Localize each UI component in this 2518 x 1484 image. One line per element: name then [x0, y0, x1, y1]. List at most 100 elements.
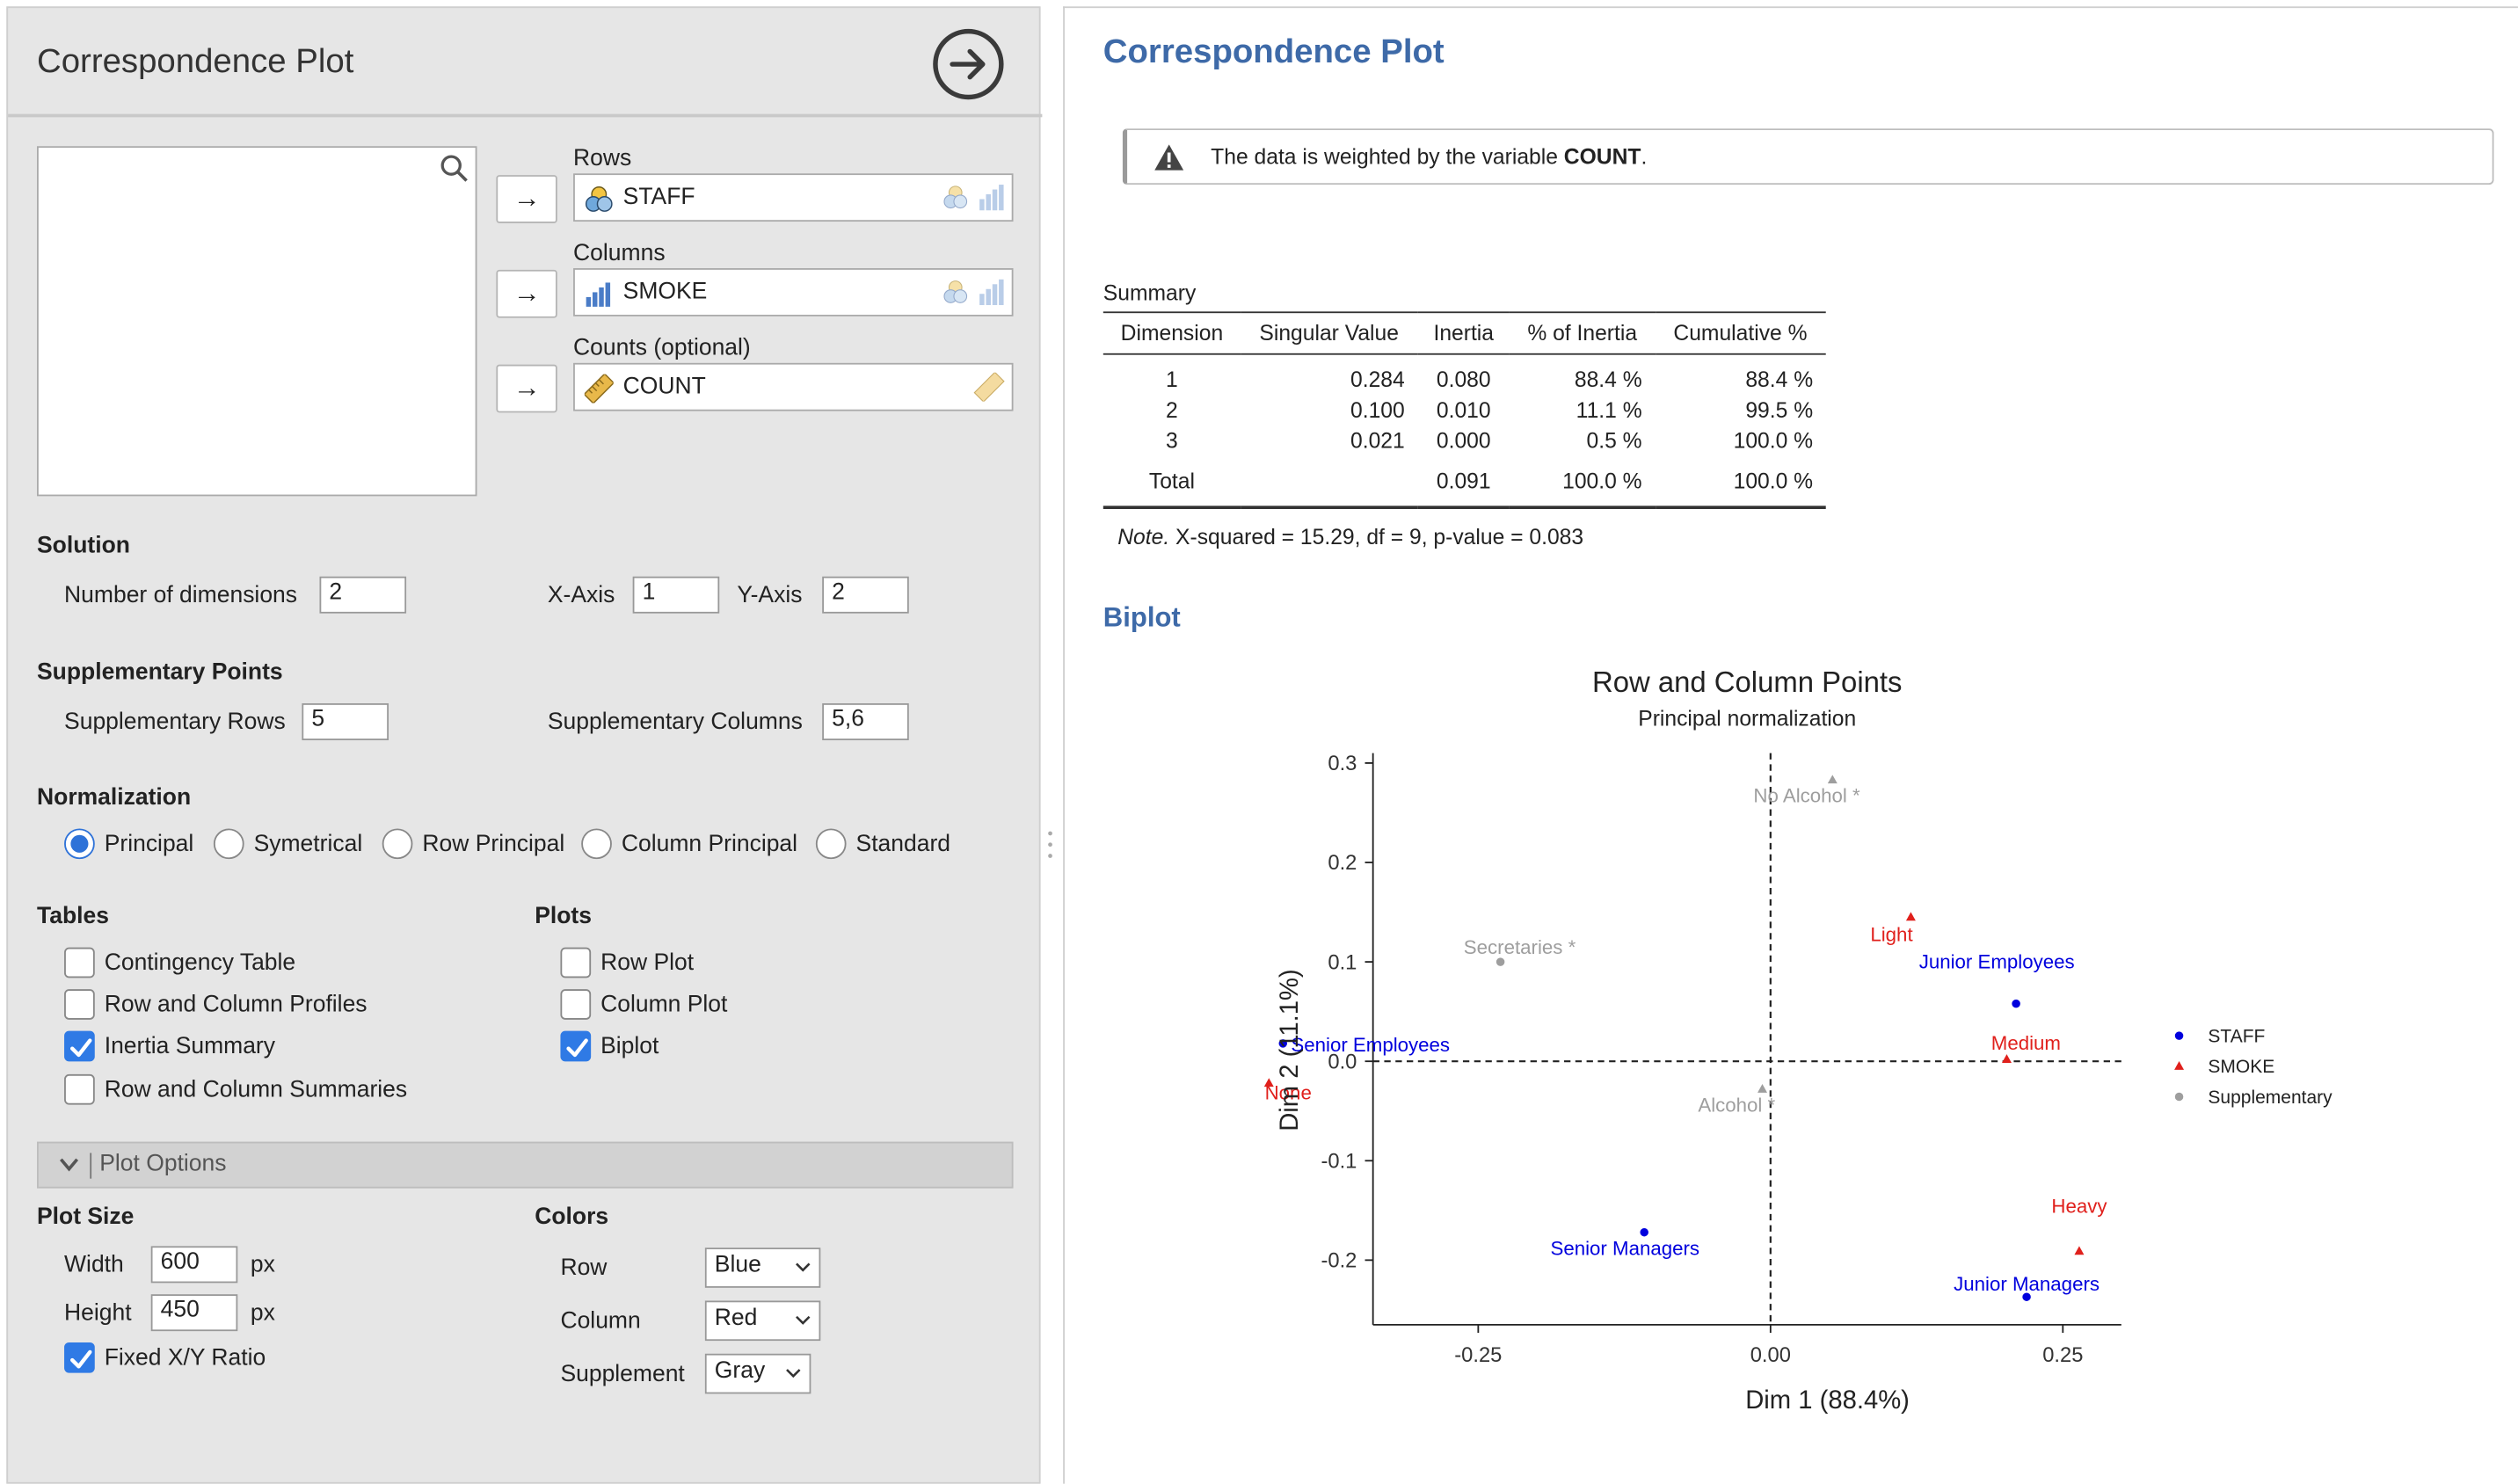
rows-field[interactable]: STAFF [573, 173, 1014, 222]
checkmark-icon [70, 1038, 92, 1058]
y-tick-label: 0.3 [1328, 753, 1357, 775]
checkmark-icon [70, 1349, 92, 1369]
height-input[interactable]: 450 [150, 1294, 238, 1332]
summary-caption: Summary [1103, 280, 1197, 306]
radio-standard[interactable] [815, 828, 847, 860]
data-point [2022, 1292, 2031, 1301]
xaxis-label: X-Axis [547, 583, 615, 609]
notice-variable: COUNT [1563, 144, 1641, 169]
table-cell: 1 [1166, 367, 1178, 392]
columns-field[interactable]: SMOKE [573, 268, 1014, 316]
rows-variable-name: STAFF [622, 185, 695, 211]
supplementary-columns-input[interactable]: 5,6 [822, 703, 909, 741]
y-axis-label: Dim 2 (11.1%) [1276, 969, 1304, 1131]
table-row: 2 0.100 0.010 11.1 % 99.5 % [1103, 395, 1826, 426]
data-point [1758, 1084, 1768, 1093]
y-tick-label: -0.2 [1321, 1250, 1357, 1273]
note-text: X-squared = 15.29, df = 9, p-value = 0.0… [1169, 525, 1584, 549]
biplot-label: Biplot [600, 1034, 659, 1060]
table-cell: 100.0 % [1510, 455, 1656, 510]
notice-prefix: The data is weighted by the variable [1211, 144, 1564, 169]
table-note: Note. X-squared = 15.29, df = 9, p-value… [1117, 525, 1583, 549]
supplementary-columns-label: Supplementary Columns [547, 709, 803, 736]
counts-variable-name: COUNT [622, 374, 706, 400]
chart-subtitle: Principal normalization [1638, 708, 1856, 731]
radio-column-principal[interactable] [581, 828, 612, 860]
checkbox-row-column-summaries[interactable] [64, 1073, 95, 1105]
search-icon[interactable] [440, 154, 469, 183]
chevron-down-icon [786, 1369, 801, 1379]
width-label: Width [64, 1252, 124, 1278]
move-to-columns-button[interactable]: → [496, 269, 557, 318]
x-tick-label: -0.25 [1454, 1344, 1502, 1367]
checkbox-contingency-table[interactable] [64, 947, 95, 978]
move-to-rows-button[interactable]: → [496, 175, 557, 223]
plot-size-heading: Plot Size [37, 1204, 135, 1231]
y-tick-label: 0.2 [1328, 852, 1357, 875]
data-point [1278, 1039, 1288, 1048]
radio-row-principal-label: Row Principal [422, 832, 565, 858]
column-color-select[interactable]: Red [704, 1300, 821, 1342]
radio-standard-label: Standard [855, 832, 951, 858]
summary-table: Dimension Singular Value Inertia % of In… [1103, 311, 1826, 510]
variable-list[interactable] [37, 146, 477, 497]
point-label: Secretaries * [1464, 936, 1576, 958]
legend-marker [2174, 1092, 2184, 1102]
point-label: No Alcohol * [1753, 785, 1860, 807]
checkbox-inertia-summary[interactable] [64, 1030, 95, 1062]
checkbox-row-column-profiles[interactable] [64, 989, 95, 1020]
column-header: Dimension [1103, 311, 1241, 355]
chart-title: Row and Column Points [1592, 666, 1903, 698]
supplement-color-value: Gray [714, 1358, 766, 1385]
checkbox-column-plot[interactable] [560, 989, 592, 1020]
move-to-counts-button[interactable]: → [496, 364, 557, 413]
chevron-down-icon [796, 1315, 811, 1325]
table-total-row: Total 0.091 100.0 % 100.0 % [1103, 455, 1826, 510]
run-analysis-button[interactable] [933, 28, 1004, 100]
panel-resize-handle[interactable] [1047, 828, 1053, 861]
table-cell: Total [1103, 455, 1241, 510]
checkbox-fixed-ratio[interactable] [64, 1342, 95, 1373]
radio-column-principal-label: Column Principal [621, 832, 798, 858]
columns-variable-name: SMOKE [622, 279, 708, 306]
num-dimensions-input[interactable]: 2 [319, 576, 407, 614]
plot-options-toggle[interactable]: Plot Options [37, 1141, 1014, 1189]
point-label: Medium [1991, 1032, 2061, 1054]
table-cell: 3 [1166, 428, 1178, 454]
data-point [1827, 775, 1838, 784]
data-point [2001, 1054, 2012, 1063]
counts-field[interactable]: COUNT [573, 362, 1014, 411]
supplementary-rows-input[interactable]: 5 [302, 703, 389, 741]
plots-heading: Plots [535, 904, 592, 930]
table-cell: 99.5 % [1745, 397, 1814, 423]
solution-heading: Solution [37, 533, 130, 559]
yaxis-input[interactable]: 2 [822, 576, 909, 614]
width-input[interactable]: 600 [150, 1246, 238, 1284]
row-color-select[interactable]: Blue [704, 1248, 821, 1288]
radio-symetrical-label: Symetrical [253, 832, 363, 858]
table-cell: 2 [1166, 397, 1178, 423]
supplement-color-label: Supplement [560, 1361, 685, 1388]
checkbox-biplot[interactable] [560, 1030, 592, 1062]
notice-suffix: . [1641, 144, 1648, 169]
supplement-color-select[interactable]: Gray [704, 1353, 811, 1394]
x-axis-label: Dim 1 (88.4%) [1745, 1386, 1910, 1415]
checkbox-row-plot[interactable] [560, 947, 592, 978]
xaxis-input[interactable]: 1 [632, 576, 720, 614]
tables-heading: Tables [37, 904, 109, 930]
radio-row-principal[interactable] [382, 828, 413, 860]
arrow-right-icon [950, 48, 986, 80]
table-cell: 88.4 % [1745, 367, 1814, 392]
inertia-summary-label: Inertia Summary [104, 1034, 276, 1060]
table-cell: 0.284 [1350, 367, 1405, 392]
data-point [1640, 1227, 1648, 1237]
variable-type-icon [943, 279, 1004, 306]
column-header: % of Inertia [1510, 311, 1656, 355]
divider [90, 1153, 92, 1179]
table-cell: 0.080 [1436, 367, 1491, 392]
options-header: Correspondence Plot [8, 8, 1043, 118]
point-label: Alcohol * [1698, 1094, 1775, 1116]
radio-principal[interactable] [64, 828, 95, 860]
radio-symetrical[interactable] [213, 828, 244, 860]
data-point [2074, 1246, 2085, 1255]
